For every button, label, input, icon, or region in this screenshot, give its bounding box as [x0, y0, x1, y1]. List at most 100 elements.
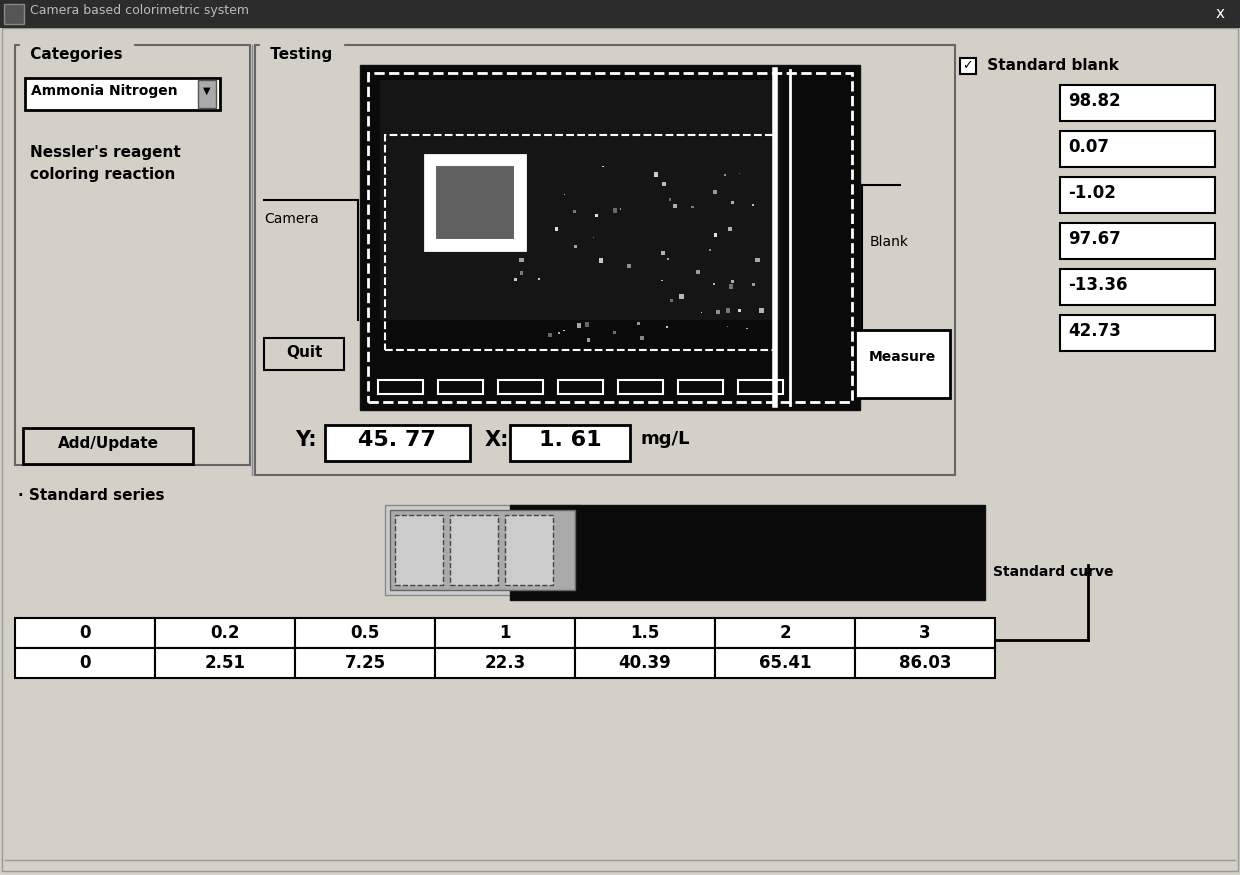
Bar — [575, 618, 715, 648]
Bar — [637, 322, 640, 326]
Text: 40.39: 40.39 — [619, 654, 671, 672]
Bar — [574, 245, 577, 248]
Text: 65.41: 65.41 — [759, 654, 811, 672]
Text: · Standard series: · Standard series — [19, 488, 165, 503]
Text: 1: 1 — [500, 624, 511, 642]
Text: 42.73: 42.73 — [1068, 322, 1121, 340]
Bar — [701, 312, 703, 313]
Text: Quit: Quit — [285, 345, 322, 360]
Text: Categories: Categories — [25, 47, 128, 62]
Bar — [667, 257, 670, 260]
Bar — [378, 380, 423, 394]
Bar — [751, 284, 755, 286]
Text: Ammonia Nitrogen: Ammonia Nitrogen — [31, 84, 177, 98]
Bar — [713, 190, 717, 194]
Bar — [680, 294, 684, 299]
Text: ▼: ▼ — [203, 86, 211, 96]
Bar — [595, 214, 598, 217]
Text: -1.02: -1.02 — [1068, 184, 1116, 202]
Bar — [538, 277, 541, 280]
Bar — [715, 648, 856, 678]
Bar — [723, 174, 725, 177]
Bar — [520, 271, 523, 275]
Bar — [856, 648, 994, 678]
Bar — [264, 338, 343, 370]
Text: Testing: Testing — [265, 47, 337, 62]
Text: 98.82: 98.82 — [1068, 92, 1121, 110]
Bar — [575, 648, 715, 678]
Bar — [618, 380, 663, 394]
Bar — [25, 78, 219, 110]
Text: ✓: ✓ — [962, 59, 972, 72]
Bar — [15, 45, 250, 465]
Bar — [525, 234, 527, 236]
Bar — [516, 232, 518, 234]
Text: Add/Update: Add/Update — [57, 436, 159, 451]
Bar — [516, 220, 518, 224]
Text: Nessler's reagent
coloring reaction: Nessler's reagent coloring reaction — [30, 145, 181, 182]
Text: 97.67: 97.67 — [1068, 230, 1121, 248]
Bar — [662, 182, 666, 186]
Text: Standard curve: Standard curve — [993, 565, 1114, 579]
Bar — [368, 73, 852, 402]
Bar — [1060, 131, 1215, 167]
Text: 0.5: 0.5 — [351, 624, 379, 642]
Bar — [751, 204, 754, 206]
Text: 2: 2 — [779, 624, 791, 642]
Bar — [1060, 177, 1215, 213]
Bar — [425, 155, 525, 250]
Text: Standard blank: Standard blank — [982, 58, 1118, 73]
Bar — [678, 380, 723, 394]
Text: 7.25: 7.25 — [345, 654, 386, 672]
Text: 3: 3 — [919, 624, 931, 642]
Bar — [673, 204, 677, 208]
Bar — [435, 648, 575, 678]
Bar — [1060, 269, 1215, 305]
Text: 0: 0 — [79, 654, 91, 672]
Bar — [729, 284, 733, 289]
Bar — [505, 515, 553, 585]
Bar — [513, 200, 515, 201]
Bar — [715, 618, 856, 648]
Bar — [450, 515, 498, 585]
Bar — [960, 58, 976, 74]
Bar — [198, 80, 216, 108]
Text: x: x — [1215, 6, 1225, 21]
Text: 1.5: 1.5 — [630, 624, 660, 642]
Text: 0.2: 0.2 — [211, 624, 239, 642]
Bar — [603, 165, 604, 167]
Text: Y:: Y: — [295, 430, 316, 450]
Bar — [661, 280, 663, 282]
Bar — [587, 338, 590, 341]
Bar — [510, 425, 630, 461]
Bar — [728, 227, 732, 231]
Text: Measure: Measure — [868, 350, 936, 364]
Bar — [379, 80, 780, 320]
Bar — [498, 380, 543, 394]
Bar — [759, 308, 764, 312]
Bar — [640, 336, 644, 340]
Bar — [755, 258, 760, 262]
Text: X:: X: — [485, 430, 510, 450]
Text: 2.51: 2.51 — [205, 654, 246, 672]
Bar — [558, 332, 559, 333]
Text: mg/L: mg/L — [640, 430, 689, 448]
Bar — [577, 324, 582, 328]
Bar — [692, 206, 694, 208]
Bar — [155, 648, 295, 678]
Bar — [713, 284, 714, 285]
Bar — [738, 310, 742, 312]
Text: 45. 77: 45. 77 — [358, 430, 436, 450]
Bar — [0, 0, 1240, 28]
Bar — [295, 618, 435, 648]
Bar — [620, 208, 621, 209]
Bar — [714, 234, 718, 236]
Bar — [438, 380, 484, 394]
Bar — [1060, 85, 1215, 121]
Text: -13.36: -13.36 — [1068, 276, 1127, 294]
Bar — [24, 428, 193, 464]
Text: 22.3: 22.3 — [485, 654, 526, 672]
Text: Camera based colorimetric system: Camera based colorimetric system — [30, 4, 249, 17]
Text: 0.07: 0.07 — [1068, 138, 1109, 156]
Bar — [510, 505, 985, 600]
